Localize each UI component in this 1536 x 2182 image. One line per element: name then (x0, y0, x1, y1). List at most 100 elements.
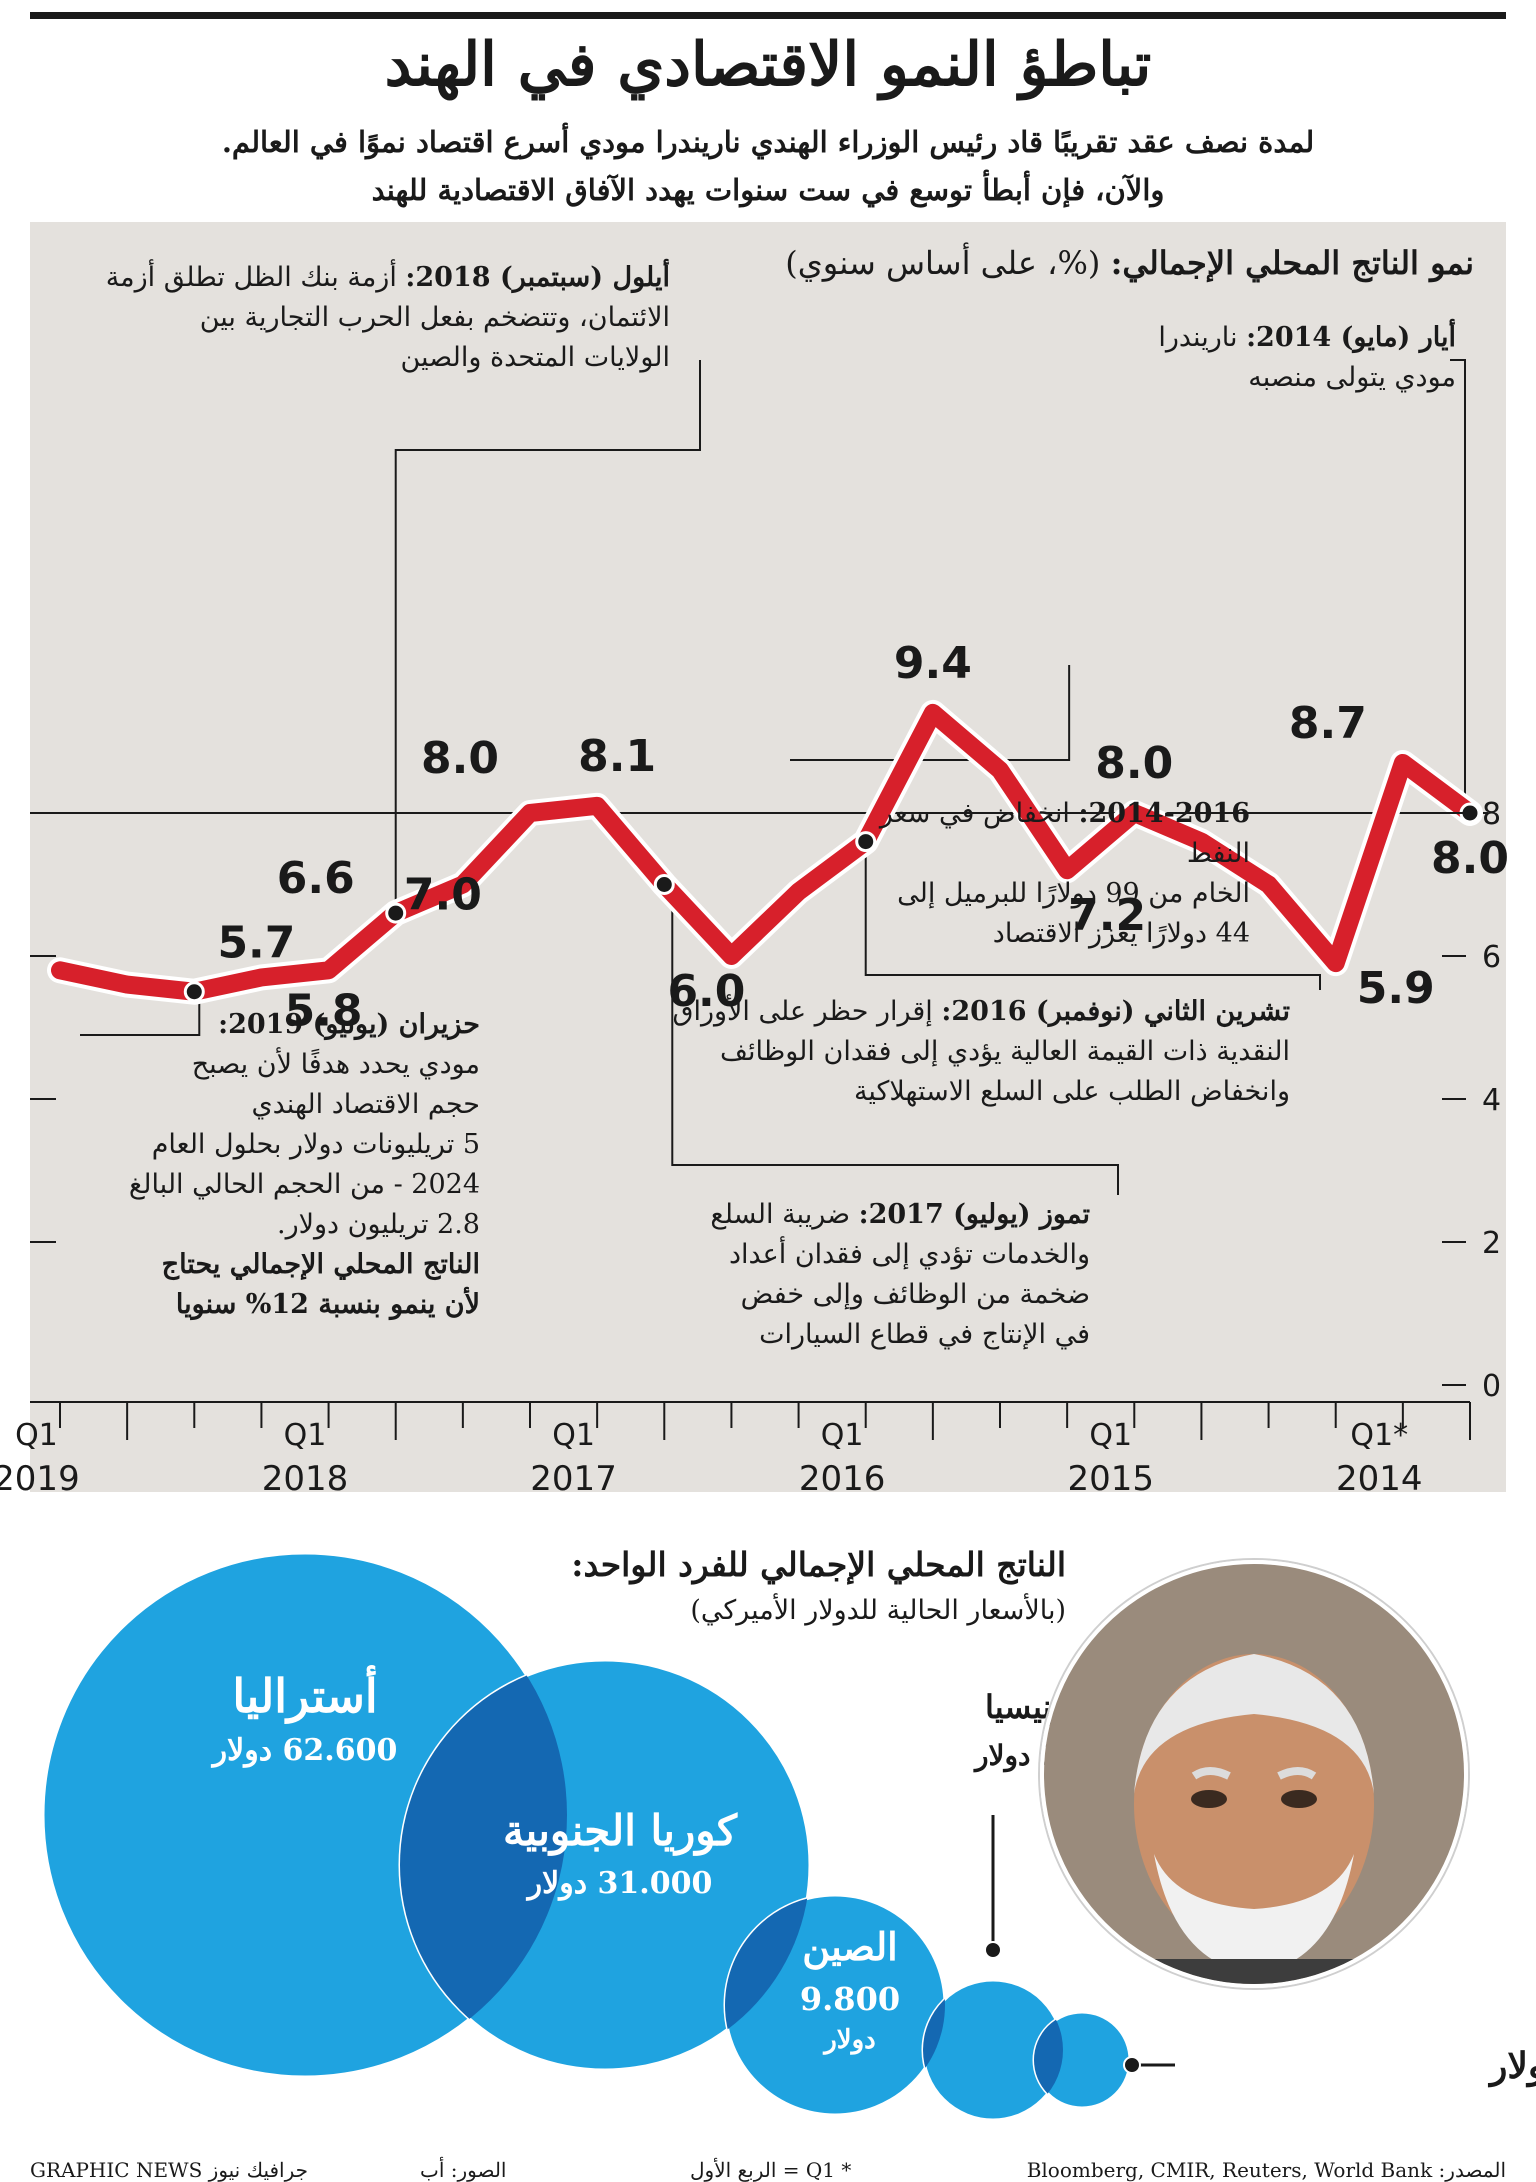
x-year-label-2018: 2018 (262, 1459, 349, 1499)
point-marker-2016Q2 (855, 831, 877, 853)
ann-jun2019-line8: لأن ينمو بنسبة 12% سنويا (175, 1289, 480, 1320)
subtitle-line-2: والآن، فإن أبطأ توسع في ست سنوات يهدد ال… (371, 173, 1165, 207)
ann-jun2019-line5: 2024 - من الحجم الحالي البالغ (128, 1169, 480, 1200)
ann-may2014-line2: مودي يتولى منصبه (1248, 362, 1456, 393)
portrait-illustration (1044, 1564, 1464, 1984)
value-china: 9.800 (800, 1980, 900, 2018)
per-capita-subtitle: (بالأسعار الحالية للدولار الأميركي) (690, 1595, 1066, 1626)
value-label-2014Q3: 5.9 (1357, 963, 1435, 1014)
point-marker-2017Q1 (653, 874, 675, 895)
y-tick-label-2: 2 (1482, 1226, 1501, 1261)
ann-nov2016-rest: إقرار حظر على الأوراق (672, 996, 942, 1027)
label-china: الصين (802, 1924, 897, 1970)
ann-may2014-rest: ناريندرا (1158, 322, 1247, 353)
ann-may2014-bold: أيار (مايو) 2014: (1246, 322, 1456, 353)
ann-jun2019-bold: حزيران (يونيو) 2019: (218, 1009, 480, 1040)
chart-title-bold: نمو الناتج المحلي الإجمالي: (1110, 244, 1474, 282)
chart-title: نمو الناتج المحلي الإجمالي: (%، على أساس… (785, 244, 1474, 282)
ann-nov2016-bold: تشرين الثاني (نوفمبر) 2016: (941, 996, 1290, 1027)
page-subtitle: لمدة نصف عقد تقريبًا قاد رئيس الوزراء ال… (60, 118, 1476, 214)
value-label-2014Q2: 8.7 (1289, 698, 1367, 749)
unit-china: دولار (822, 2025, 876, 2055)
annotation-leaders (80, 359, 1488, 1195)
ann-jul2017-line3: ضخمة من الوظائف وإلى خفض (740, 1279, 1090, 1310)
value-label-2017Q3: 8.0 (421, 733, 499, 784)
label-australia: أستراليا (232, 1665, 377, 1724)
leader-line-1 (394, 360, 701, 914)
value-label-2017Q4: 7.0 (404, 870, 482, 921)
x-year-label-2015: 2015 (1067, 1459, 1154, 1499)
y-tick-label-0: 0 (1482, 1369, 1501, 1404)
ann-jun2019-line7: الناتج المحلي الإجمالي يحتاج (161, 1249, 480, 1280)
ann-jul2017-line2: والخدمات تؤدي إلى فقدان أعداد (728, 1239, 1090, 1270)
overlap-australia-korea (400, 1660, 567, 2070)
point-marker-2018Q1 (385, 902, 407, 924)
pointer-dot-india (1123, 2056, 1141, 2074)
ann-nov2016-line2: النقدية ذات القيمة العالية يؤدي إلى فقدا… (720, 1036, 1290, 1067)
y-axis: 0 2 4 6 8 (30, 797, 1501, 1404)
chart-title-unit: (%، على أساس سنوي) (785, 244, 1111, 282)
footer-source: المصدر: Bloomberg, CMIR, Reuters, World … (1026, 2158, 1506, 2182)
gdp-series (47, 699, 1483, 1005)
y-tick-label-6: 6 (1482, 940, 1501, 975)
value-label-2014Q1: 8.0 (1431, 833, 1509, 884)
footer-note: * Q1 = الربع الأول (690, 2158, 852, 2182)
y-tick-label-4: 4 (1482, 1083, 1501, 1118)
ann-jun2019-line2: مودي يحدد هدفًا لأن يصبح (191, 1049, 480, 1080)
x-quarter-label-2018: Q1 (284, 1418, 327, 1453)
value-label-2015Q2: 8.0 (1095, 738, 1173, 789)
ann-oil-line3: 44 دولارًا يعزز الاقتصاد (992, 918, 1250, 949)
ann-nov2016-line3: وانخفاض الطلب على السلع الاستهلاكية (853, 1076, 1290, 1107)
x-year-label-2014: 2014 (1336, 1459, 1423, 1499)
value-label-2018Q2: 5.8 (285, 985, 363, 1036)
x-quarter-label-2017: Q1 (552, 1418, 595, 1453)
ann-sep2018-bold: أيلول (سبتمبر) 2018: (405, 262, 670, 293)
value-label-2016Q4: 6.0 (667, 966, 745, 1017)
value-labels: 8.0 8.7 5.9 8.0 7.2 9.4 6.0 8.1 8.0 7.0 6.6 5.8 5.7 (217, 638, 1509, 1036)
chart-panel (30, 222, 1506, 1492)
pointer-dot-indonesia (984, 1941, 1002, 1959)
annotation-nov-2016: تشرين الثاني (نوفمبر) 2016: إقرار حظر عل… (630, 992, 1291, 1112)
label-india: الهند 2.020 دولار (1487, 2045, 1536, 2088)
value-south-korea: 31.000 دولار (526, 1866, 713, 1901)
ann-sep2018-rest: أزمة بنك الظل تطلق أزمة (105, 262, 406, 293)
modi-portrait (1040, 1560, 1468, 1988)
ann-jun2019-line4: 5 تريليونات دولار بحلول العام (151, 1129, 480, 1160)
ann-sep2018-line2: الائتمان، وتتضخم بفعل الحرب التجارية بين (199, 302, 670, 333)
x-year-label-2019: 2019 (0, 1459, 80, 1499)
x-quarter-label-2016: Q1 (821, 1418, 864, 1453)
ann-oil-rest: انخفاض في سعر النفط (879, 798, 1250, 869)
x-year-label-2017: 2017 (530, 1459, 617, 1499)
ann-jun2019-line3: حجم الاقتصاد الهندي (251, 1089, 481, 1120)
x-axis: Q1* 2014 Q1 2015 Q1 2016 Q1 2017 Q1 2018 Q1 2019 (0, 1401, 1471, 1499)
value-label-2018Q3: 5.7 (217, 917, 295, 968)
leader-line-5 (80, 991, 201, 1036)
x-quarter-label-2015: Q1 (1089, 1418, 1132, 1453)
value-label-2016Q1: 9.4 (894, 638, 972, 689)
label-south-korea: كوريا الجنوبية (503, 1806, 738, 1856)
annotation-oil-2014-2016: 2014-2016: انخفاض في سعر النفط الخام من … (820, 794, 1250, 954)
point-marker-2018Q4 (183, 981, 205, 1003)
leader-line-2 (790, 665, 1071, 761)
ann-jul2017-line4: في الإنتاج في قطاع السيارات (759, 1319, 1090, 1350)
value-label-2017Q2: 8.1 (578, 731, 656, 782)
x-year-label-2016: 2016 (799, 1459, 886, 1499)
leader-line-3 (864, 841, 1321, 990)
x-quarter-label-2019: Q1 (15, 1418, 58, 1453)
page-title: تباطؤ النمو الاقتصادي في الهند (384, 30, 1152, 100)
ann-jul2017-rest: ضريبة السلع (710, 1199, 859, 1230)
annotation-jul-2017: تموز (يوليو) 2017: ضريبة السلع والخدمات … (640, 1195, 1090, 1355)
value-label-2015Q3: 7.2 (1068, 890, 1146, 941)
annotation-sep-2018: أيلول (سبتمبر) 2018: أزمة بنك الظل تطلق … (50, 258, 670, 378)
top-rule (30, 12, 1506, 19)
y-tick-label-8: 8 (1482, 797, 1501, 832)
subtitle-line-1: لمدة نصف عقد تقريبًا قاد رئيس الوزراء ال… (221, 125, 1315, 159)
annotation-jun-2019: حزيران (يونيو) 2019: مودي يحدد هدفًا لأن… (80, 1005, 480, 1325)
footer-photo-credit: الصور: أب (420, 2158, 507, 2182)
ann-sep2018-line3: الولايات المتحدة والصين (400, 342, 670, 373)
ann-oil-line2: الخام من 99 دولارًا للبرميل إلى (897, 878, 1250, 909)
per-capita-title: الناتج المحلي الإجمالي للفرد الواحد: (571, 1545, 1066, 1584)
ann-oil-bold: 2014-2016: (1078, 798, 1250, 829)
